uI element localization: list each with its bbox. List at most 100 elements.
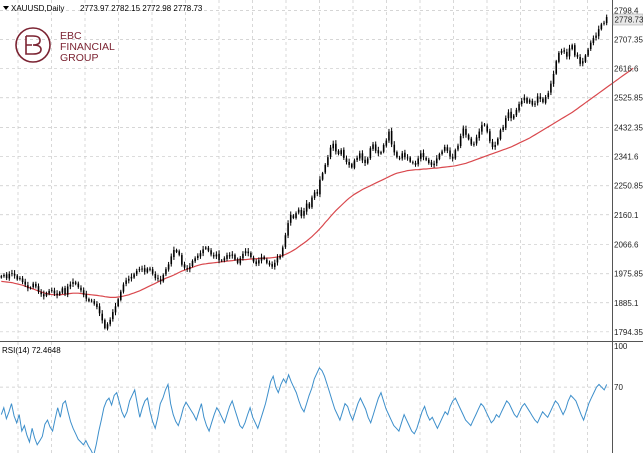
- candle-body: [106, 324, 109, 329]
- candle-body: [125, 280, 127, 284]
- candle-body: [29, 287, 32, 289]
- logo-monogram-icon: [25, 35, 42, 55]
- candle-body: [510, 111, 512, 119]
- candle-body: [204, 247, 207, 249]
- candle-body: [497, 138, 499, 145]
- symbol-dropdown-icon[interactable]: [3, 6, 9, 10]
- candle-body: [568, 48, 571, 57]
- rsi-tick-label: 100: [614, 342, 628, 351]
- candle-body: [305, 203, 308, 212]
- candle-body: [475, 137, 478, 144]
- current-price-tag: [612, 13, 643, 26]
- current-price-label: 2778.73: [615, 16, 643, 25]
- candle-body: [470, 138, 473, 145]
- candle-body: [589, 42, 592, 50]
- candle-body: [114, 306, 117, 313]
- candle-body: [478, 131, 481, 138]
- candle-body: [80, 287, 82, 291]
- candle-body: [135, 270, 138, 275]
- symbol-label: XAUUSD,Daily: [11, 4, 64, 13]
- candle-body: [32, 283, 34, 288]
- candle-body: [600, 24, 603, 30]
- candle-body: [489, 131, 491, 142]
- candle-body: [369, 148, 372, 159]
- candle-body: [21, 278, 24, 282]
- price-tick-label: 2066.6: [614, 241, 639, 250]
- candle-body: [443, 146, 446, 151]
- candle-body: [268, 262, 271, 265]
- candle-body: [422, 153, 425, 158]
- candle-body: [276, 257, 279, 263]
- candle-body: [284, 235, 287, 247]
- candle-body: [117, 299, 119, 306]
- candle-body: [183, 264, 186, 268]
- candle-body: [19, 278, 21, 279]
- candle-body: [104, 320, 106, 329]
- candle-body: [372, 144, 374, 149]
- price-tick-label: 1885.1: [614, 299, 639, 308]
- candle-body: [53, 290, 56, 294]
- candle-body: [109, 319, 111, 325]
- candle-body: [374, 144, 377, 151]
- candle-body: [518, 104, 520, 111]
- candle-body: [40, 292, 42, 295]
- candle-body: [226, 255, 228, 259]
- candle-body: [350, 164, 353, 168]
- candle-body: [218, 253, 220, 261]
- candle-body: [93, 301, 96, 304]
- candle-body: [313, 192, 316, 198]
- candle-body: [279, 255, 281, 259]
- candle-body: [512, 115, 515, 119]
- rsi-tick-label: 70: [614, 383, 623, 392]
- candle-body: [85, 294, 88, 299]
- candle-body: [3, 274, 5, 277]
- candle-body: [56, 293, 58, 296]
- candle-body: [64, 288, 66, 295]
- candle-body: [534, 103, 536, 105]
- candle-body: [5, 274, 8, 279]
- candle-body: [404, 152, 406, 158]
- rsi-label: RSI(14) 72.4648: [2, 346, 61, 355]
- candle-body: [165, 269, 167, 275]
- candle-body: [273, 262, 276, 267]
- candle-body: [300, 210, 303, 217]
- candle-body: [348, 162, 350, 165]
- candle-body: [566, 51, 568, 57]
- candle-body: [202, 249, 204, 254]
- candle-body: [337, 150, 340, 154]
- candle-body: [504, 118, 507, 128]
- candle-body: [167, 264, 170, 270]
- candle-body: [157, 277, 159, 279]
- price-axis: 2798.4 2707.35 2616.6 2525.85 2432.35 2341.6 2…: [614, 7, 643, 393]
- candle-body: [98, 306, 101, 314]
- candle-body: [430, 162, 433, 165]
- candle-body: [382, 145, 385, 152]
- candle-body: [196, 255, 199, 258]
- candle-body: [526, 98, 528, 103]
- candle-body: [101, 313, 104, 321]
- candle-body: [35, 283, 37, 287]
- candle-body: [576, 54, 579, 57]
- candle-body: [451, 157, 454, 159]
- logo-ring-icon: [15, 27, 51, 63]
- candle-body: [289, 214, 292, 223]
- candle-body: [539, 96, 542, 99]
- candle-body: [72, 282, 74, 284]
- price-tick-label: 2341.6: [614, 153, 639, 162]
- candle-body: [77, 283, 80, 288]
- candle-body: [133, 274, 135, 278]
- candle-body: [390, 130, 393, 145]
- candle-body: [61, 288, 64, 293]
- candle-body: [321, 173, 324, 180]
- candle-body: [252, 257, 255, 262]
- candle-body: [433, 163, 435, 166]
- candle-body: [220, 260, 223, 262]
- candle-body: [210, 250, 212, 255]
- candle-body: [550, 83, 552, 93]
- candle-body: [311, 197, 313, 208]
- candle-body: [401, 153, 404, 159]
- moving-average-path: [1, 67, 634, 298]
- candle-body: [255, 261, 258, 265]
- candle-body: [199, 253, 202, 257]
